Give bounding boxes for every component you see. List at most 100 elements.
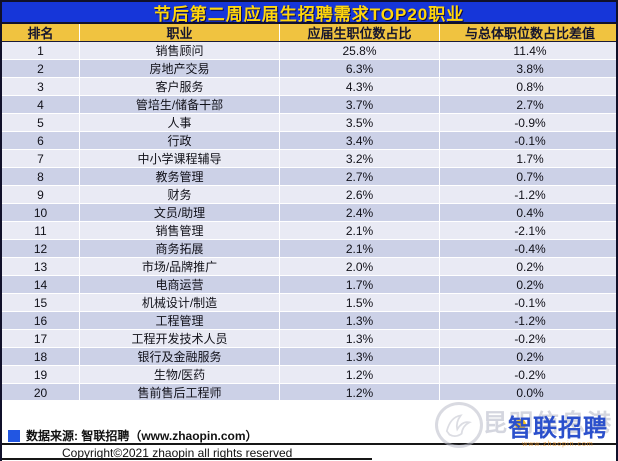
occupation-cell: 管培生/储备干部 — [80, 96, 280, 113]
table-row: 6 行政 3.4% -0.1% — [2, 132, 616, 150]
grad-share-cell: 2.6% — [280, 186, 440, 203]
rank-cell: 18 — [2, 348, 80, 365]
grad-share-cell: 1.2% — [280, 366, 440, 383]
grad-share-cell: 3.7% — [280, 96, 440, 113]
occupation-cell: 商务拓展 — [80, 240, 280, 257]
diff-cell: 0.2% — [440, 258, 616, 275]
zhaopin-logo-sun-icon — [515, 419, 526, 430]
table-row: 5 人事 3.5% -0.9% — [2, 114, 616, 132]
rank-cell: 8 — [2, 168, 80, 185]
rank-cell: 9 — [2, 186, 80, 203]
grad-share-cell: 1.7% — [280, 276, 440, 293]
occupation-cell: 中小学课程辅导 — [80, 150, 280, 167]
grad-share-cell: 1.3% — [280, 348, 440, 365]
grad-share-cell: 6.3% — [280, 60, 440, 77]
table-row: 14 电商运营 1.7% 0.2% — [2, 276, 616, 294]
page-title: 节后第二周应届生招聘需求TOP20职业 — [153, 4, 465, 24]
diff-cell: -1.2% — [440, 186, 616, 203]
table-row: 12 商务拓展 2.1% -0.4% — [2, 240, 616, 258]
table-row: 8 教务管理 2.7% 0.7% — [2, 168, 616, 186]
zhaopin-logo: 智联招聘 www.zhaopin.com — [508, 408, 608, 448]
diff-cell: -0.4% — [440, 240, 616, 257]
grad-share-cell: 25.8% — [280, 42, 440, 59]
zhaopin-logo-text: 智联招聘 — [508, 415, 608, 442]
diff-cell: 1.7% — [440, 150, 616, 167]
rank-cell: 3 — [2, 78, 80, 95]
footer: 昆明信息港 数据来源: 智联招聘（www.zhaopin.com） Copyri… — [2, 400, 616, 461]
table-row: 13 市场/品牌推广 2.0% 0.2% — [2, 258, 616, 276]
table-row: 20 售前售后工程师 1.2% 0.0% — [2, 384, 616, 401]
diff-cell: -0.2% — [440, 330, 616, 347]
diff-cell: 3.8% — [440, 60, 616, 77]
occupation-cell: 房地产交易 — [80, 60, 280, 77]
grad-share-cell: 3.4% — [280, 132, 440, 149]
header-occupation: 职业 — [80, 24, 280, 41]
occupation-cell: 市场/品牌推广 — [80, 258, 280, 275]
header-rank: 排名 — [2, 24, 80, 41]
rank-cell: 14 — [2, 276, 80, 293]
diff-cell: -2.1% — [440, 222, 616, 239]
watermark-site-text: 昆明信息港 — [483, 410, 613, 437]
diff-cell: -0.1% — [440, 294, 616, 311]
rank-cell: 1 — [2, 42, 80, 59]
table-header: 排名 职业 应届生职位数占比 与总体职位数占比差值 — [2, 24, 616, 42]
rank-cell: 5 — [2, 114, 80, 131]
source-text: 数据来源: 智联招聘（www.zhaopin.com） — [26, 429, 258, 443]
source-bullet-icon — [8, 429, 20, 442]
diff-cell: 0.7% — [440, 168, 616, 185]
table-row: 4 管培生/储备干部 3.7% 2.7% — [2, 96, 616, 114]
occupation-cell: 工程开发技术人员 — [80, 330, 280, 347]
occupation-cell: 机械设计/制造 — [80, 294, 280, 311]
grad-share-cell: 4.3% — [280, 78, 440, 95]
table-body: 1 销售顾问 25.8% 11.4% 2 房地产交易 6.3% 3.8% 3 客户服务 4.3% 0.… — [2, 42, 616, 401]
table-row: 10 文员/助理 2.4% 0.4% — [2, 204, 616, 222]
header-grad-share: 应届生职位数占比 — [280, 24, 440, 41]
rank-cell: 20 — [2, 384, 80, 401]
table-row: 19 生物/医药 1.2% -0.2% — [2, 366, 616, 384]
copyright-text: Copyright©2021 zhaopin all rights reserv… — [62, 446, 293, 460]
grad-share-cell: 2.1% — [280, 240, 440, 257]
watermark-seal-icon — [435, 402, 483, 448]
occupation-cell: 销售顾问 — [80, 42, 280, 59]
rank-cell: 7 — [2, 150, 80, 167]
grad-share-cell: 2.4% — [280, 204, 440, 221]
occupation-cell: 售前售后工程师 — [80, 384, 280, 401]
grad-share-cell: 3.5% — [280, 114, 440, 131]
rank-cell: 4 — [2, 96, 80, 113]
table-row: 7 中小学课程辅导 3.2% 1.7% — [2, 150, 616, 168]
grad-share-cell: 2.7% — [280, 168, 440, 185]
table-row: 15 机械设计/制造 1.5% -0.1% — [2, 294, 616, 312]
header-diff: 与总体职位数占比差值 — [464, 26, 595, 41]
diff-cell: -0.9% — [440, 114, 616, 131]
diff-cell: 0.8% — [440, 78, 616, 95]
diff-cell: 0.2% — [440, 348, 616, 365]
table-row: 3 客户服务 4.3% 0.8% — [2, 78, 616, 96]
grad-share-cell: 1.2% — [280, 384, 440, 401]
table-row: 2 房地产交易 6.3% 3.8% — [2, 60, 616, 78]
grad-share-cell: 1.3% — [280, 312, 440, 329]
grad-share-cell: 3.2% — [280, 150, 440, 167]
table-row: 9 财务 2.6% -1.2% — [2, 186, 616, 204]
diff-cell: 0.4% — [440, 204, 616, 221]
table-row: 11 销售管理 2.1% -2.1% — [2, 222, 616, 240]
occupation-cell: 文员/助理 — [80, 204, 280, 221]
table-row: 17 工程开发技术人员 1.3% -0.2% — [2, 330, 616, 348]
divider-line-bottom — [2, 458, 372, 460]
rank-cell: 6 — [2, 132, 80, 149]
diff-cell: 11.4% — [440, 42, 616, 59]
table-row: 16 工程管理 1.3% -1.2% — [2, 312, 616, 330]
diff-cell: -0.2% — [440, 366, 616, 383]
rank-cell: 19 — [2, 366, 80, 383]
occupation-cell: 银行及金融服务 — [80, 348, 280, 365]
rank-cell: 17 — [2, 330, 80, 347]
table-row: 1 销售顾问 25.8% 11.4% — [2, 42, 616, 60]
occupation-cell: 工程管理 — [80, 312, 280, 329]
occupation-cell: 生物/医药 — [80, 366, 280, 383]
grad-share-cell: 1.5% — [280, 294, 440, 311]
title-bar: 节后第二周应届生招聘需求TOP20职业 — [2, 2, 616, 24]
occupation-cell: 财务 — [80, 186, 280, 203]
diff-cell: 0.2% — [440, 276, 616, 293]
zhaopin-logo-url: www.zhaopin.com — [522, 441, 594, 448]
rank-cell: 12 — [2, 240, 80, 257]
